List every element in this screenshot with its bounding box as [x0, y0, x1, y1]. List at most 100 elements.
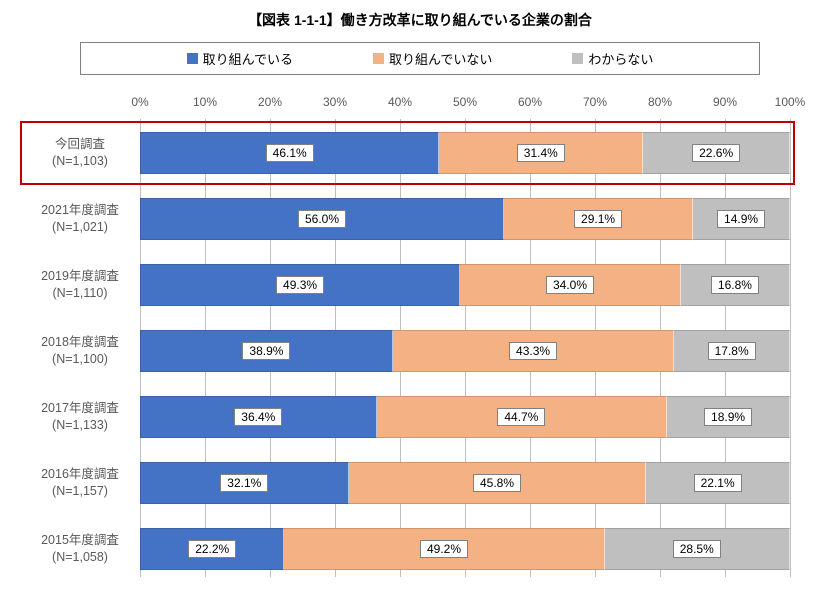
- bar-row: 2017年度調査(N=1,133)36.4%44.7%18.9%: [140, 389, 790, 445]
- value-label: 32.1%: [220, 474, 268, 492]
- row-label-line2: (N=1,058): [25, 549, 135, 567]
- row-label-line1: 2016年度調査: [25, 466, 135, 484]
- row-label: 2016年度調査(N=1,157): [25, 466, 135, 501]
- value-label: 22.2%: [188, 540, 236, 558]
- row-label: 2019年度調査(N=1,110): [25, 268, 135, 303]
- bar-segment: 16.8%: [681, 264, 790, 306]
- value-label: 28.5%: [673, 540, 721, 558]
- x-axis: 0%10%20%30%40%50%60%70%80%90%100%: [140, 95, 790, 115]
- row-label: 2018年度調査(N=1,100): [25, 334, 135, 369]
- bar-segment: 32.1%: [140, 462, 349, 504]
- grid-line: [790, 119, 791, 577]
- legend-label: 取り組んでいない: [389, 49, 492, 68]
- legend: 取り組んでいる 取り組んでいない わからない: [80, 42, 760, 75]
- bar-segment: 45.8%: [349, 462, 647, 504]
- legend-item: 取り組んでいない: [373, 49, 492, 68]
- legend-label: わからない: [588, 49, 653, 68]
- value-label: 49.2%: [420, 540, 468, 558]
- value-label: 38.9%: [242, 342, 290, 360]
- stacked-bar: 56.0% 29.1% 14.9%: [140, 198, 790, 240]
- value-label: 56.0%: [298, 210, 346, 228]
- bar-segment: 38.9%: [140, 330, 393, 372]
- row-label-line2: (N=1,103): [25, 153, 135, 171]
- value-label: 16.8%: [711, 276, 759, 294]
- value-label: 29.1%: [574, 210, 622, 228]
- bar-segment: 22.2%: [140, 528, 284, 570]
- legend-item: 取り組んでいる: [187, 49, 293, 68]
- bar-segment: 29.1%: [504, 198, 693, 240]
- legend-label: 取り組んでいる: [203, 49, 293, 68]
- row-label: 2021年度調査(N=1,021): [25, 202, 135, 237]
- bar-segment: 28.5%: [605, 528, 790, 570]
- value-label: 22.1%: [694, 474, 742, 492]
- bar-segment: 18.9%: [667, 396, 790, 438]
- value-label: 36.4%: [234, 408, 282, 426]
- axis-tick-label: 50%: [453, 95, 477, 109]
- value-label: 31.4%: [517, 144, 565, 162]
- value-label: 46.1%: [266, 144, 314, 162]
- bar-segment: 49.2%: [284, 528, 604, 570]
- bar-segment: 31.4%: [439, 132, 643, 174]
- bar-row: 2016年度調査(N=1,157)32.1%45.8%22.1%: [140, 455, 790, 511]
- stacked-bar: 38.9% 43.3% 17.8%: [140, 330, 790, 372]
- row-label: 2015年度調査(N=1,058): [25, 532, 135, 567]
- bar-segment: 36.4%: [140, 396, 377, 438]
- bar-segment: 46.1%: [140, 132, 439, 174]
- row-label-line2: (N=1,133): [25, 417, 135, 435]
- value-label: 43.3%: [509, 342, 557, 360]
- bar-segment: 22.6%: [643, 132, 790, 174]
- legend-swatch: [373, 53, 384, 64]
- axis-tick-label: 20%: [258, 95, 282, 109]
- stacked-bar: 46.1% 31.4% 22.6%: [140, 132, 790, 174]
- axis-tick-label: 60%: [518, 95, 542, 109]
- bar-segment: 34.0%: [460, 264, 681, 306]
- bar-segment: 17.8%: [674, 330, 790, 372]
- legend-swatch: [572, 53, 583, 64]
- bar-segment: 44.7%: [377, 396, 668, 438]
- row-label-line2: (N=1,110): [25, 285, 135, 303]
- bar-segment: 56.0%: [140, 198, 504, 240]
- value-label: 17.8%: [708, 342, 756, 360]
- bar-row: 今回調査(N=1,103)46.1%31.4%22.6%: [140, 125, 790, 181]
- row-label-line1: 2021年度調査: [25, 202, 135, 220]
- axis-tick-label: 80%: [648, 95, 672, 109]
- axis-tick-label: 70%: [583, 95, 607, 109]
- stacked-bar: 22.2% 49.2% 28.5%: [140, 528, 790, 570]
- row-label: 今回調査(N=1,103): [25, 136, 135, 171]
- value-label: 18.9%: [704, 408, 752, 426]
- bar-segment: 49.3%: [140, 264, 460, 306]
- bar-segment: 43.3%: [393, 330, 674, 372]
- value-label: 22.6%: [692, 144, 740, 162]
- bar-row: 2019年度調査(N=1,110)49.3%34.0%16.8%: [140, 257, 790, 313]
- stacked-bar: 36.4% 44.7% 18.9%: [140, 396, 790, 438]
- row-label-line2: (N=1,157): [25, 483, 135, 501]
- value-label: 34.0%: [546, 276, 594, 294]
- legend-swatch: [187, 53, 198, 64]
- axis-tick-label: 100%: [775, 95, 806, 109]
- axis-tick-label: 30%: [323, 95, 347, 109]
- value-label: 14.9%: [717, 210, 765, 228]
- axis-tick-label: 40%: [388, 95, 412, 109]
- row-label-line1: 2015年度調査: [25, 532, 135, 550]
- row-label-line1: 2018年度調査: [25, 334, 135, 352]
- chart: 0%10%20%30%40%50%60%70%80%90%100% 今回調査(N…: [140, 95, 790, 577]
- row-label-line2: (N=1,021): [25, 219, 135, 237]
- axis-tick-label: 90%: [713, 95, 737, 109]
- axis-tick-label: 10%: [193, 95, 217, 109]
- value-label: 44.7%: [497, 408, 545, 426]
- stacked-bar: 32.1% 45.8% 22.1%: [140, 462, 790, 504]
- bar-row: 2015年度調査(N=1,058)22.2%49.2%28.5%: [140, 521, 790, 577]
- legend-item: わからない: [572, 49, 653, 68]
- row-label-line1: 2019年度調査: [25, 268, 135, 286]
- value-label: 49.3%: [276, 276, 324, 294]
- bars-area: 今回調査(N=1,103)46.1%31.4%22.6%2021年度調査(N=1…: [140, 125, 790, 577]
- value-label: 45.8%: [473, 474, 521, 492]
- chart-title: 【図表 1-1-1】働き方改革に取り組んでいる企業の割合: [30, 10, 810, 30]
- row-label-line2: (N=1,100): [25, 351, 135, 369]
- row-label-line1: 2017年度調査: [25, 400, 135, 418]
- bar-row: 2018年度調査(N=1,100)38.9%43.3%17.8%: [140, 323, 790, 379]
- bar-segment: 14.9%: [693, 198, 790, 240]
- bar-segment: 22.1%: [646, 462, 790, 504]
- stacked-bar: 49.3% 34.0% 16.8%: [140, 264, 790, 306]
- row-label: 2017年度調査(N=1,133): [25, 400, 135, 435]
